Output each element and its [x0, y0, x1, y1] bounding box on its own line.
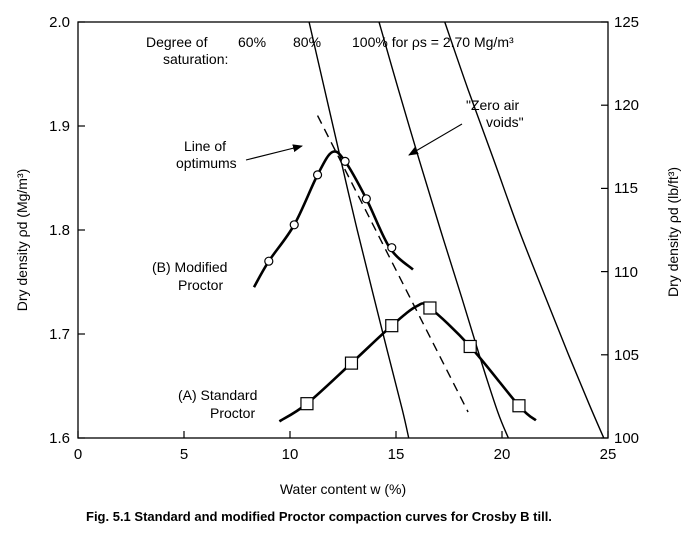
x-tick-label: 20 — [494, 446, 511, 463]
data-curves — [252, 21, 605, 439]
saturation-label-1: Degree of — [146, 34, 208, 50]
modified-proctor-label-2: Proctor — [178, 277, 223, 293]
zero-air-voids-label-1: "Zero air — [466, 97, 520, 113]
x-tick-label: 5 — [180, 446, 188, 463]
standard-proctor-point — [344, 356, 359, 370]
y-right-tick-label: 125 — [614, 14, 639, 31]
x-tick-label: 0 — [74, 446, 82, 463]
standard-proctor-point — [423, 301, 437, 315]
x-tick-label: 15 — [388, 446, 405, 463]
line-of-optimums-label-2: optimums — [176, 155, 237, 171]
axis-ticks — [77, 21, 609, 439]
standard-proctor-curve — [278, 302, 537, 423]
y-tick-label: 1.8 — [49, 222, 70, 239]
x-tick-label: 25 — [600, 446, 617, 463]
y-tick-label: 1.9 — [49, 118, 70, 135]
standard-proctor-label-1: (A) Standard — [178, 387, 257, 403]
y-tick-labels-right: 100 105 110 115 120 125 — [614, 14, 639, 447]
x-tick-label: 10 — [282, 446, 299, 463]
y-right-tick-label: 110 — [614, 264, 638, 281]
saturation-label-2: saturation: — [163, 51, 228, 67]
standard-proctor-point — [463, 339, 477, 354]
figure-caption: Fig. 5.1 Standard and modified Proctor c… — [86, 509, 552, 524]
y-tick-label: 1.7 — [49, 326, 70, 343]
y-tick-label: 1.6 — [49, 430, 70, 447]
x-tick-labels: 0 5 10 15 20 25 — [74, 446, 617, 463]
y-right-tick-label: 115 — [614, 180, 638, 197]
modified-proctor-point — [289, 220, 299, 230]
y-tick-label: 2.0 — [49, 14, 70, 31]
modified-proctor-point — [264, 256, 274, 266]
zero-air-voids-label-2: voids" — [486, 114, 524, 130]
modified-proctor-label-1: (B) Modified — [152, 259, 227, 275]
y-right-tick-label: 105 — [614, 347, 639, 364]
zero-air-voids-arrow — [408, 123, 463, 156]
saturation-curve-3 — [378, 21, 510, 439]
saturation-curve-4 — [444, 21, 605, 439]
y-axis-label-right: Dry density ρd (lb/ft³) — [665, 167, 681, 297]
saturation-100-label: 100% for ρs = 2.70 Mg/m³ — [352, 34, 514, 50]
line-of-optimums-label-1: Line of — [184, 138, 226, 154]
standard-proctor-label-2: Proctor — [210, 405, 255, 421]
y-right-tick-label: 120 — [614, 97, 639, 114]
line-of-optimums — [316, 115, 469, 413]
standard-proctor-point — [512, 399, 526, 413]
modified-proctor-point — [361, 194, 371, 204]
modified-proctor-point — [387, 243, 397, 253]
y-right-tick-label: 100 — [614, 430, 639, 447]
saturation-80-label: 80% — [293, 34, 321, 50]
modified-proctor-point — [312, 170, 323, 180]
plot-frame — [77, 21, 609, 439]
modified-proctor-curve — [252, 150, 414, 288]
y-tick-labels-left: 1.6 1.7 1.8 1.9 2.0 — [49, 14, 70, 447]
standard-proctor-point — [385, 319, 399, 333]
modified-proctor-point — [340, 156, 350, 166]
compaction-chart: 0 5 10 15 20 25 1.6 1.7 1.8 1.9 2.0 100 … — [14, 14, 681, 497]
saturation-60-label: 60% — [238, 34, 266, 50]
saturation-curve-2 — [308, 21, 410, 439]
line-of-optimums-arrow — [245, 144, 303, 161]
data-markers — [264, 156, 526, 413]
standard-proctor-point — [300, 397, 314, 411]
x-axis-label: Water content w (%) — [280, 481, 406, 497]
y-axis-label-left: Dry density ρd (Mg/m³) — [14, 169, 30, 312]
